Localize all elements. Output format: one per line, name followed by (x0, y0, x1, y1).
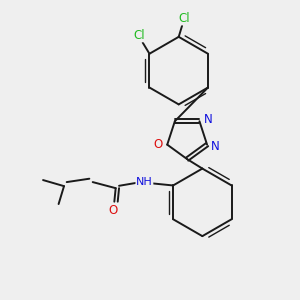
Text: O: O (153, 138, 162, 151)
Text: NH: NH (136, 177, 153, 187)
Text: Cl: Cl (134, 29, 145, 42)
Text: O: O (108, 204, 118, 217)
Text: N: N (203, 113, 212, 126)
Text: Cl: Cl (178, 12, 190, 25)
Text: N: N (211, 140, 220, 153)
